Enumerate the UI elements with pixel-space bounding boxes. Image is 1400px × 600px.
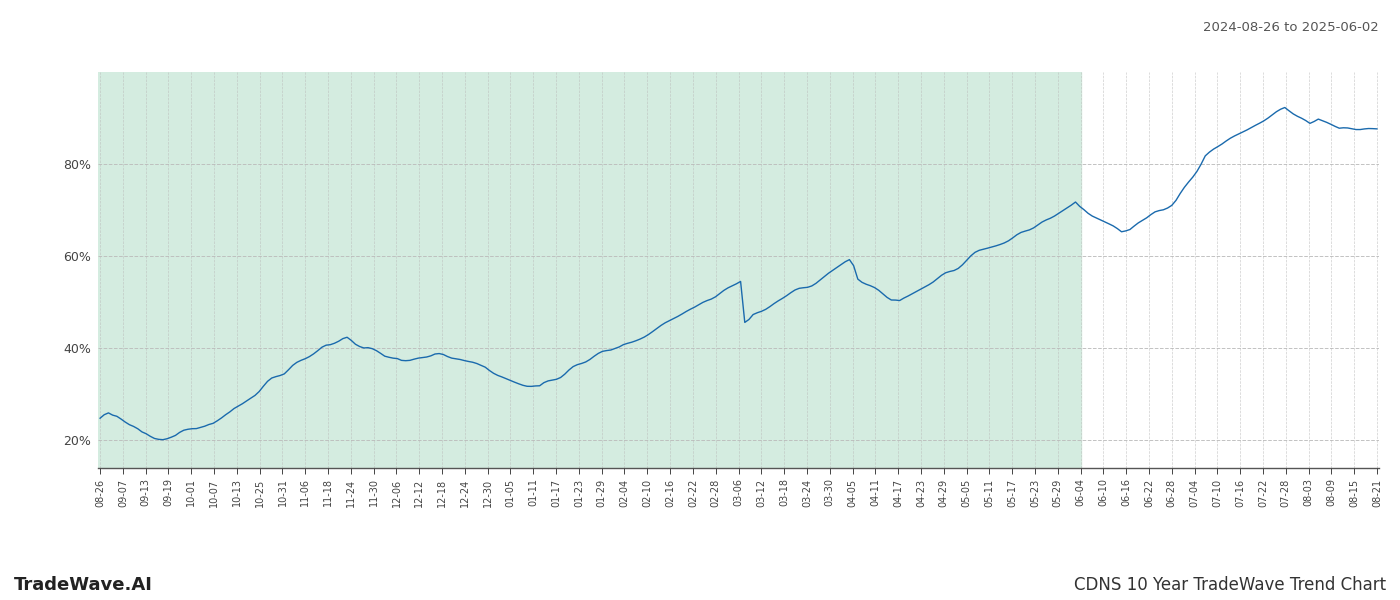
- Text: TradeWave.AI: TradeWave.AI: [14, 576, 153, 594]
- Text: 2024-08-26 to 2025-06-02: 2024-08-26 to 2025-06-02: [1203, 21, 1379, 34]
- Bar: [98, 72, 1081, 468]
- Text: CDNS 10 Year TradeWave Trend Chart: CDNS 10 Year TradeWave Trend Chart: [1074, 576, 1386, 594]
